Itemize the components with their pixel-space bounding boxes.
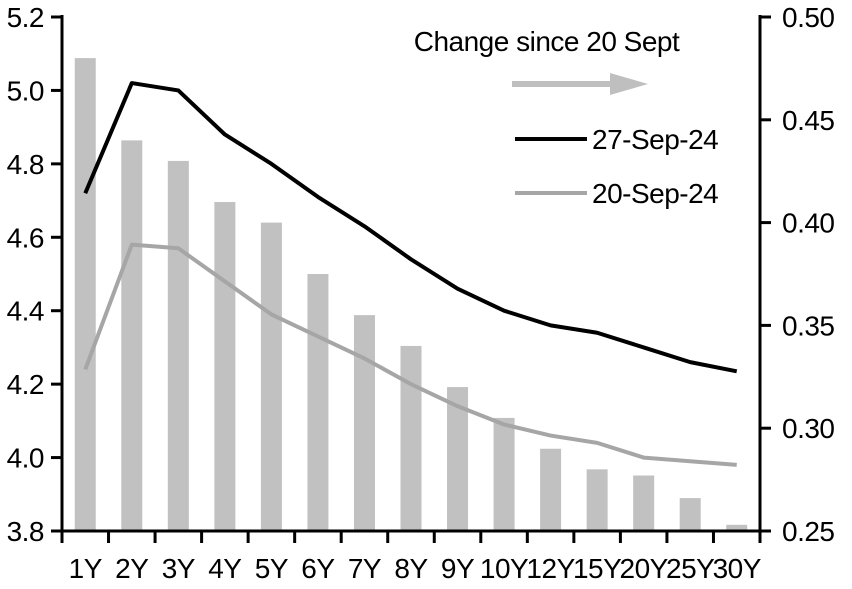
x-axis-label: 1Y	[69, 553, 103, 584]
x-axis-label: 3Y	[162, 553, 196, 584]
bar-4Y	[214, 202, 236, 532]
bar-3Y	[167, 160, 189, 532]
legend-title: Change since 20 Sept	[413, 26, 680, 57]
left-axis-label: 4.2	[7, 369, 44, 400]
x-axis-label: 30Y	[713, 553, 762, 584]
bar-25Y	[679, 498, 701, 531]
right-axis-label: 0.40	[782, 208, 835, 239]
bar-10Y	[493, 417, 515, 531]
bar-12Y	[540, 448, 562, 531]
left-axis-label: 4.4	[7, 296, 44, 327]
left-axis-label: 5.2	[7, 2, 44, 33]
bar-7Y	[353, 315, 375, 531]
legend-swatch-27sep	[515, 137, 587, 141]
x-axis-label: 4Y	[208, 553, 242, 584]
right-axis-label: 0.35	[782, 310, 835, 341]
legend-label-27sep: 27-Sep-24	[592, 124, 719, 155]
x-axis-label: 7Y	[348, 553, 382, 584]
left-axis-label: 4.0	[7, 443, 44, 474]
right-axis-label: 0.50	[782, 2, 835, 33]
left-axis-label: 4.8	[7, 149, 44, 180]
right-axis-label: 0.30	[782, 413, 835, 444]
bar-6Y	[307, 274, 329, 531]
left-axis-label: 5.0	[7, 75, 44, 106]
bar-1Y	[74, 58, 96, 532]
x-axis-label: 2Y	[115, 553, 149, 584]
right-axis-label: 0.45	[782, 105, 835, 136]
x-axis-label: 8Y	[394, 553, 428, 584]
x-axis-label: 10Y	[480, 553, 529, 584]
bar-20Y	[633, 475, 655, 531]
change-arrow-head-icon	[610, 73, 648, 95]
change-arrow-icon	[512, 81, 614, 87]
left-axis-label: 3.8	[7, 516, 44, 547]
legend-swatch-20sep	[515, 191, 587, 195]
x-axis-label: 25Y	[666, 553, 715, 584]
x-axis-label: 9Y	[441, 553, 475, 584]
bar-30Y	[726, 524, 748, 531]
x-axis-label: 5Y	[255, 553, 289, 584]
bar-2Y	[121, 140, 143, 532]
x-axis-label: 6Y	[301, 553, 335, 584]
legend-label-20sep: 20-Sep-24	[592, 178, 719, 209]
bar-8Y	[400, 345, 422, 531]
bar-9Y	[447, 387, 469, 531]
line-27-Sep-24	[83, 81, 738, 374]
left-axis-label: 4.6	[7, 222, 44, 253]
x-axis-label: 12Y	[526, 553, 575, 584]
bar-5Y	[260, 222, 282, 531]
right-axis-label: 0.25	[782, 516, 835, 547]
x-axis-label: 20Y	[620, 553, 669, 584]
x-axis-label: 15Y	[573, 553, 622, 584]
line-20-Sep-24	[83, 242, 737, 467]
bar-15Y	[586, 469, 608, 531]
